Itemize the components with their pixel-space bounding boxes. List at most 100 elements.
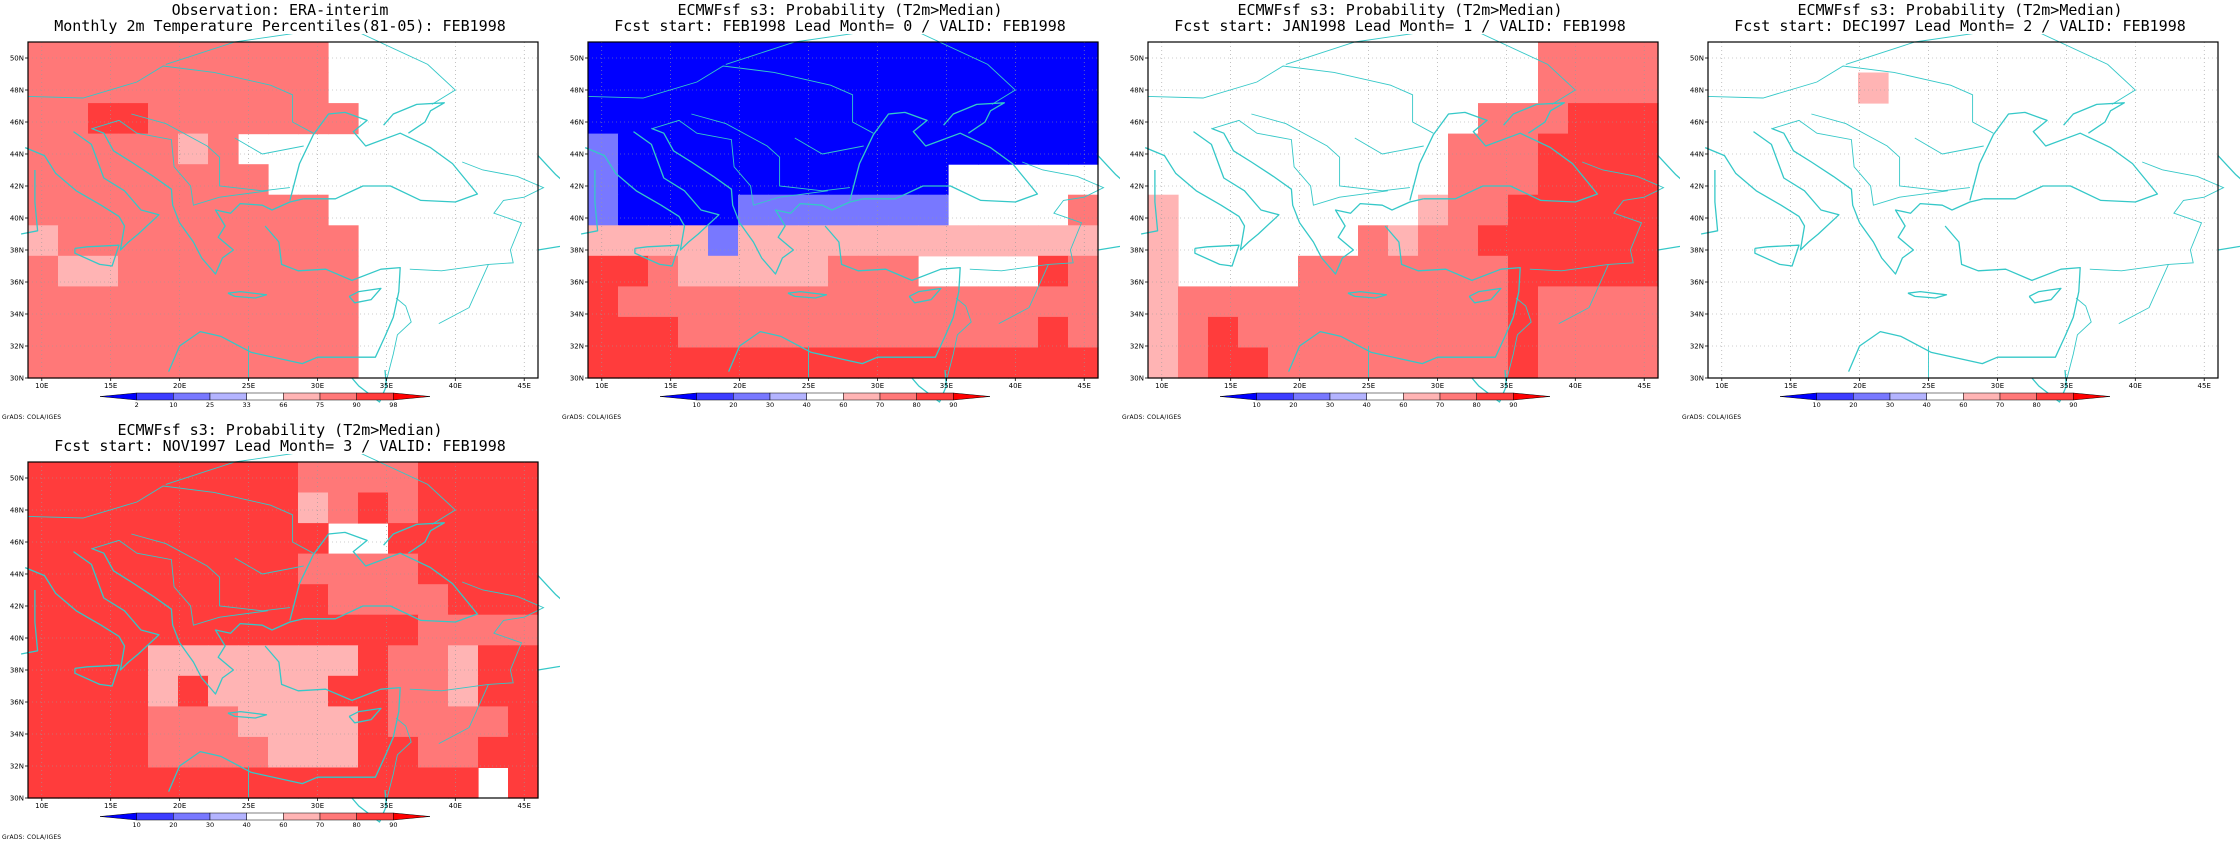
lat-tick-label: 50N <box>10 475 24 483</box>
grid-cell <box>508 736 539 768</box>
coastline <box>634 244 680 267</box>
grid-cell <box>798 286 829 318</box>
grid-cell <box>148 492 179 524</box>
grid-cell <box>1568 316 1599 348</box>
grid-cell <box>478 584 509 616</box>
grid-cell <box>58 767 89 799</box>
lat-tick-label: 46N <box>1690 119 1704 127</box>
grid-cell <box>1148 286 1179 318</box>
grid-cell <box>58 736 89 768</box>
lon-tick-label: 45E <box>518 382 531 390</box>
grid-cell <box>798 194 829 226</box>
coastline <box>383 522 445 554</box>
lon-tick-label: 20E <box>1853 382 1866 390</box>
colorbar-label: 30 <box>1326 401 1334 409</box>
grid-cell <box>88 194 119 226</box>
grid-cell <box>238 492 269 524</box>
grid-cell <box>858 164 889 196</box>
grid-cell <box>1568 225 1599 257</box>
country-border <box>1354 137 1424 155</box>
grid-cell <box>268 492 299 524</box>
grid-cell <box>448 675 479 707</box>
grid-cell <box>328 347 359 379</box>
grid-cell <box>388 645 419 677</box>
grid-cell <box>118 42 149 74</box>
colorbar-swatch <box>1999 392 2037 401</box>
grid-cell <box>1038 225 1069 257</box>
grid-cell <box>238 255 269 287</box>
coastline <box>1657 155 1680 251</box>
grid-cell <box>948 347 979 379</box>
colorbar-swatch <box>1889 392 1927 401</box>
colorbar-swatch <box>1439 392 1477 401</box>
grid-cell <box>478 675 509 707</box>
lat-tick-label: 36N <box>1690 279 1704 287</box>
country-border <box>92 119 268 206</box>
colorbar-swatch <box>2073 392 2111 401</box>
grid-cell <box>298 194 329 226</box>
grid-cell <box>1238 316 1269 348</box>
grid-cell <box>1598 316 1629 348</box>
grid-cell <box>1448 255 1479 287</box>
map-frame <box>27 41 539 379</box>
panel-title: Observation: ERA-interim <box>171 1 389 19</box>
colorbar-label: 60 <box>839 401 847 409</box>
grid-cell <box>1038 42 1069 74</box>
grid-cell <box>1448 316 1479 348</box>
grid-cell <box>1508 255 1539 287</box>
grid-cell <box>148 584 179 616</box>
lat-tick-label: 36N <box>570 279 584 287</box>
lon-tick-label: 15E <box>1224 382 1237 390</box>
lon-tick-label: 45E <box>518 802 531 810</box>
grid-cell <box>918 316 949 348</box>
grid-cell <box>1538 164 1569 196</box>
grid-cell <box>508 523 539 555</box>
grid-cell <box>1208 347 1239 379</box>
lat-tick-label: 50N <box>10 55 24 63</box>
grid-cell <box>1388 347 1419 379</box>
coastline <box>584 131 720 251</box>
grid-cell <box>828 286 859 318</box>
grid-cell <box>1068 103 1099 135</box>
colorbar-label: 80 <box>353 821 361 829</box>
grid-cell <box>828 255 859 287</box>
grid-cell <box>588 347 619 379</box>
coastline <box>24 131 160 251</box>
country-border <box>92 539 268 626</box>
grid-cell <box>588 164 619 196</box>
map-svg: 10E 15E 20E 25E 30E 35E 40E 45E 30N 32N 34N 36N 38N 4… <box>1130 34 1680 409</box>
grid-cell <box>358 614 389 646</box>
lat-tick-label: 30N <box>10 795 24 803</box>
map-panel: ECMWFsf s3: Probability (T2m>Median) Fcst… <box>1120 0 1680 421</box>
grid-cell <box>1038 133 1069 165</box>
grid-cell <box>618 72 649 104</box>
grid-cell <box>328 736 359 768</box>
grid-cell <box>828 133 859 165</box>
grid-cell <box>58 347 89 379</box>
grid-cell <box>1628 42 1659 74</box>
grid-cell <box>478 462 509 494</box>
grid-cell <box>828 103 859 135</box>
coastline <box>1848 225 2081 372</box>
coastline <box>74 664 120 687</box>
grid-cell <box>88 42 119 74</box>
country-border <box>131 113 290 192</box>
colorbar-label: 90 <box>2069 401 2077 409</box>
lon-tick-label: 40E <box>2129 382 2142 390</box>
grid-cell <box>238 194 269 226</box>
grid-cell <box>268 584 299 616</box>
grid-cell <box>588 103 619 135</box>
grid-cell <box>1038 72 1069 104</box>
grid-cell <box>678 164 709 196</box>
grid-cell <box>1568 42 1599 74</box>
grid-cell <box>1068 316 1099 348</box>
grid-cell <box>1568 194 1599 226</box>
grid-cell <box>88 286 119 318</box>
grid-cell <box>1568 347 1599 379</box>
grid-cell <box>888 103 919 135</box>
grid-cell <box>298 225 329 257</box>
colorbar-label: 33 <box>243 401 251 409</box>
grid-cell <box>798 316 829 348</box>
grid-cell <box>418 584 449 616</box>
grid-cell <box>58 523 89 555</box>
